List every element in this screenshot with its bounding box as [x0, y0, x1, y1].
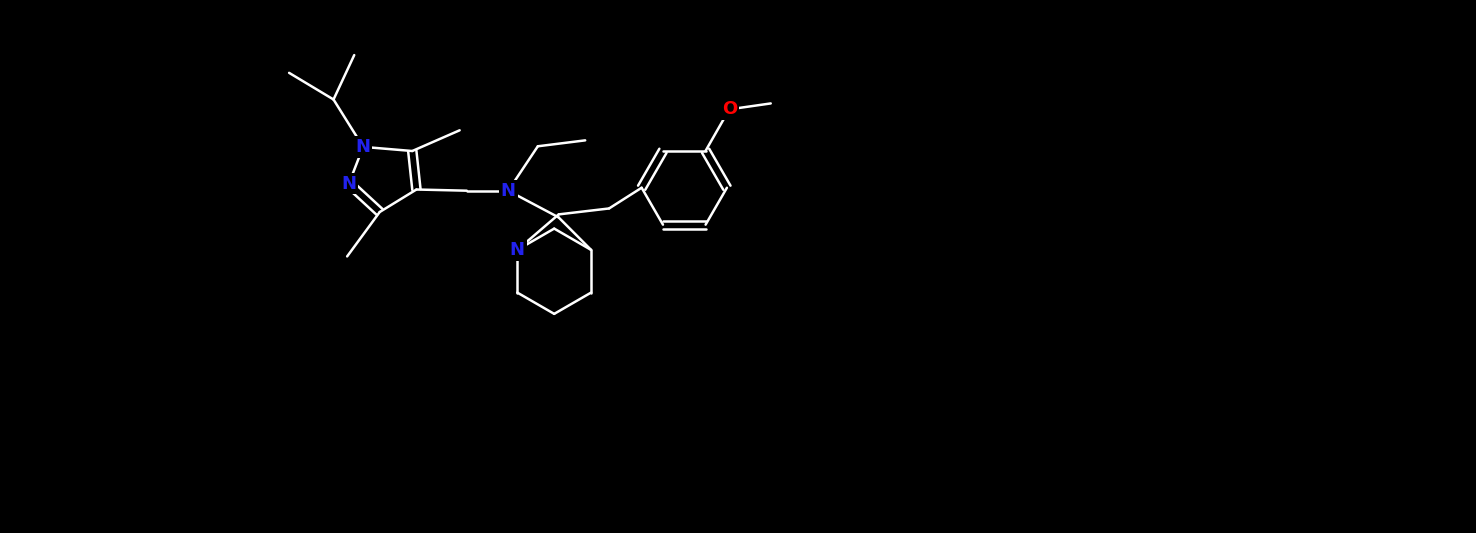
Text: N: N [341, 175, 356, 192]
Text: N: N [500, 182, 515, 200]
Text: N: N [509, 241, 525, 259]
Text: N: N [356, 138, 370, 156]
Text: O: O [722, 100, 737, 118]
